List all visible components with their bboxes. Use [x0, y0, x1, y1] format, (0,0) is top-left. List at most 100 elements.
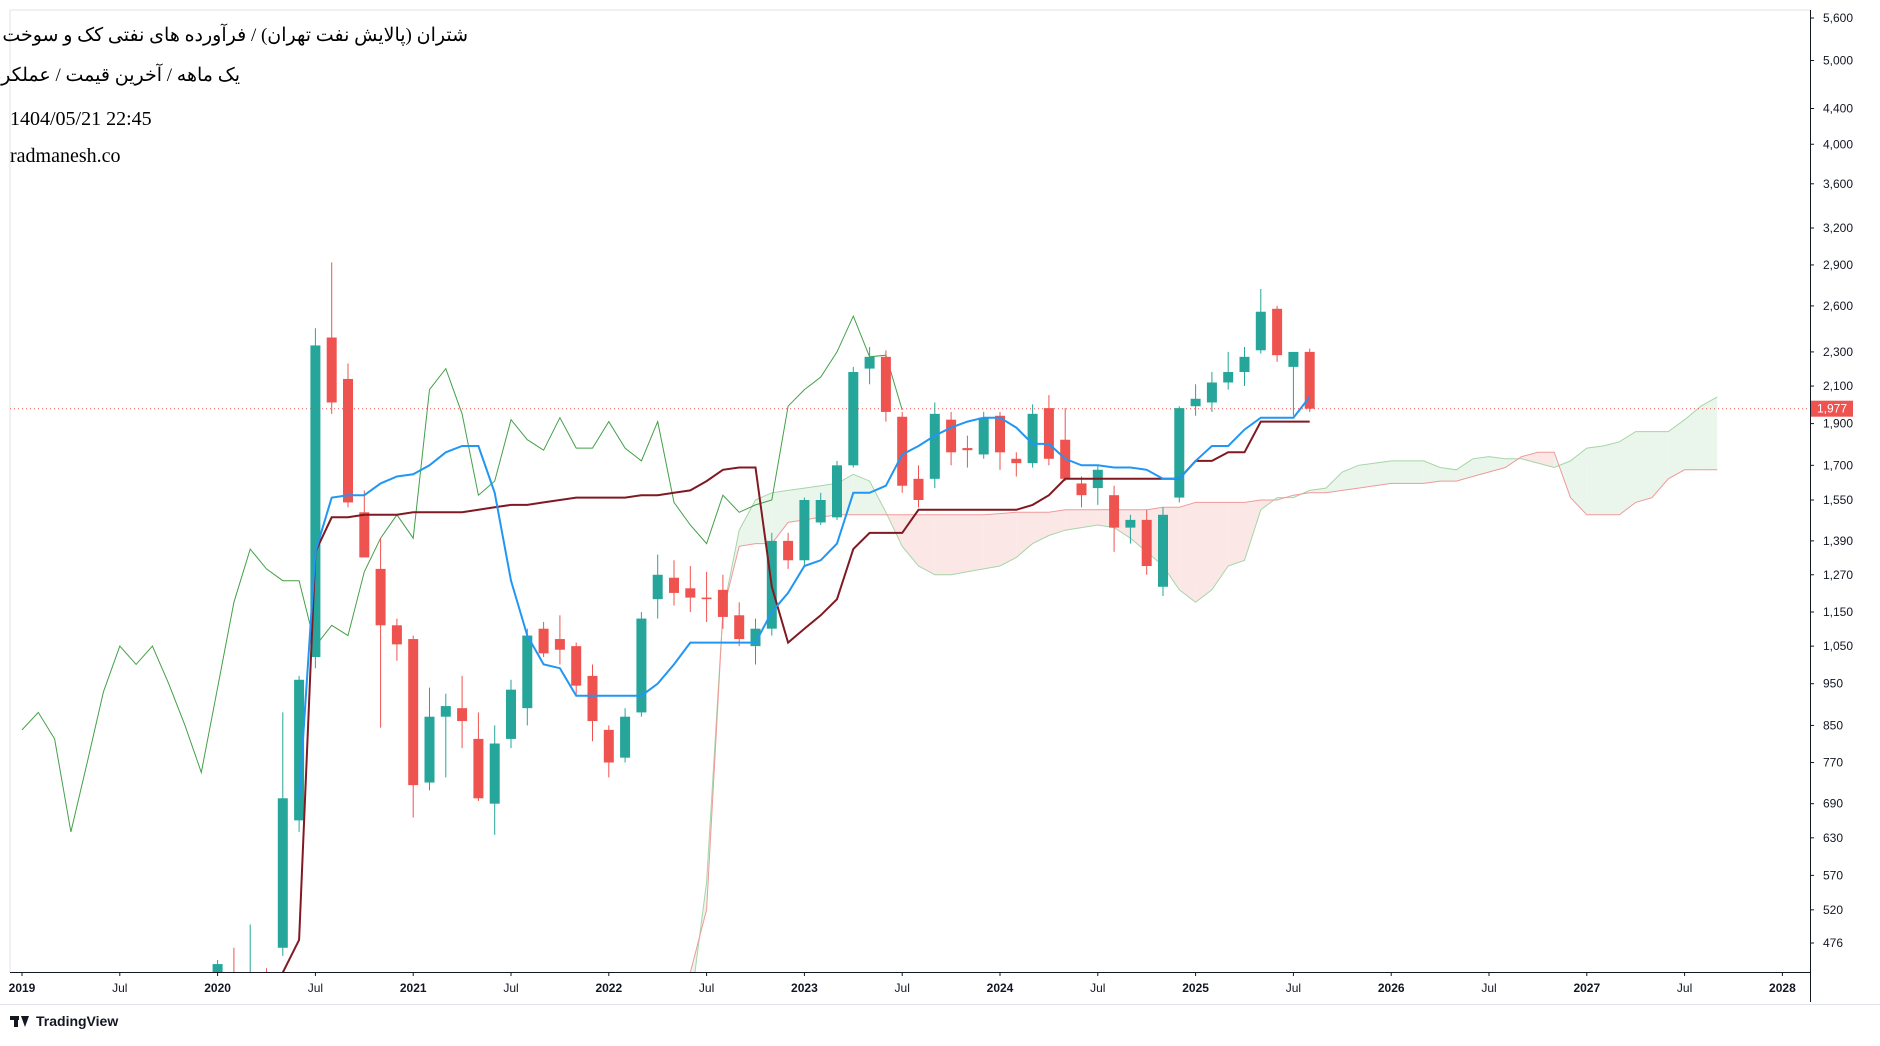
cloud-segment — [1472, 456, 1489, 477]
candle — [294, 675, 305, 832]
price-tick-label: 476 — [1823, 936, 1843, 950]
candle — [897, 411, 908, 493]
candle-body — [832, 465, 842, 518]
cloud-segment — [1211, 502, 1229, 590]
time-tick-label: 2019 — [9, 981, 36, 995]
cloud-segment — [1326, 472, 1343, 493]
candle — [212, 959, 223, 972]
senkou-span-a-line — [694, 396, 1718, 972]
time-tick-label: Jul — [1481, 981, 1496, 995]
chikou-span-line — [21, 314, 903, 833]
last-price-label: 1,977 — [1817, 402, 1847, 416]
candle — [424, 687, 435, 791]
candle-body — [946, 419, 957, 453]
time-tick-label: 2023 — [791, 981, 818, 995]
candle — [310, 328, 321, 669]
candle — [962, 435, 973, 468]
footer-divider — [0, 1004, 1880, 1005]
cloud-segment — [771, 490, 789, 544]
candle — [522, 628, 533, 726]
cloud-segment — [1032, 512, 1049, 544]
candle — [408, 635, 419, 818]
website-label: radmanesh.co — [10, 145, 121, 167]
time-tick-label: 2022 — [595, 981, 622, 995]
time-tick-label: 2028 — [1769, 981, 1796, 995]
cloud-segment — [1358, 463, 1375, 489]
candle-body — [913, 478, 924, 500]
cloud-segment — [1374, 460, 1392, 486]
candle-body — [343, 378, 353, 503]
price-tick-label: 2,100 — [1823, 379, 1853, 393]
cloud-segment — [1635, 431, 1652, 503]
candle-body — [1043, 408, 1054, 459]
candle-body — [929, 413, 940, 479]
candle-body — [1272, 308, 1283, 356]
time-tick-label: 2025 — [1182, 981, 1209, 995]
candle-body — [1206, 382, 1217, 403]
candle — [506, 679, 516, 749]
price-tick-label: 2,600 — [1823, 299, 1853, 313]
price-tick-label: 2,300 — [1823, 345, 1853, 359]
cloud-segment — [1440, 467, 1457, 482]
candle — [375, 538, 386, 728]
footer-brand[interactable]: TradingView — [10, 1013, 118, 1029]
candle — [929, 402, 940, 489]
price-tick-label: 4,400 — [1823, 101, 1853, 115]
candle-body — [440, 706, 451, 717]
cloud-segment — [1521, 452, 1538, 464]
candle-body — [880, 356, 891, 412]
candle — [1272, 305, 1283, 362]
cloud-segment — [1586, 445, 1604, 515]
cloud-segment — [1570, 448, 1587, 515]
candle — [848, 366, 859, 468]
price-tick-label: 1,390 — [1823, 534, 1853, 548]
candle-body — [815, 499, 826, 523]
candle — [1011, 452, 1022, 477]
time-tick-label: Jul — [1090, 981, 1105, 995]
price-tick-label: 1,270 — [1823, 568, 1853, 582]
cloud-segment — [1228, 502, 1245, 566]
candle — [946, 411, 957, 466]
kijun-sen-line — [281, 420, 1310, 972]
time-tick-label: Jul — [699, 981, 714, 995]
candle-body — [603, 729, 614, 763]
time-tick-label: 2024 — [987, 981, 1014, 995]
candle — [685, 565, 696, 613]
candle — [995, 411, 1005, 470]
cloud-segment — [1016, 512, 1033, 558]
cloud-segment — [1065, 509, 1082, 531]
candle-body — [277, 798, 288, 948]
cloud-segment — [1048, 509, 1066, 536]
candle — [587, 664, 598, 742]
candle — [554, 615, 565, 665]
candle — [832, 460, 842, 520]
chart-datetime: 1404/05/21 22:45 — [10, 108, 152, 130]
candle-body — [848, 372, 859, 466]
candle — [913, 465, 924, 508]
time-tick-label: Jul — [1677, 981, 1692, 995]
candle-body — [864, 356, 875, 369]
candle-body — [489, 743, 500, 804]
candle-body — [685, 588, 696, 598]
candle — [669, 560, 679, 606]
cloud-segment — [1684, 406, 1701, 470]
candle — [1206, 372, 1217, 412]
candle — [978, 411, 989, 459]
candle-body — [375, 568, 386, 626]
footer-brand-label: TradingView — [36, 1013, 119, 1029]
cloud-segment — [1081, 509, 1098, 528]
candle-body — [978, 417, 989, 455]
cloud-segment — [739, 499, 756, 547]
candle — [1092, 465, 1103, 505]
candle — [1304, 348, 1315, 412]
candle-body — [212, 964, 223, 972]
candle — [359, 490, 370, 558]
candle — [1125, 514, 1136, 544]
candle — [277, 712, 288, 956]
candle — [249, 924, 251, 972]
price-tick-label: 630 — [1823, 831, 1843, 845]
candle-body — [1304, 351, 1315, 409]
candle — [1109, 485, 1120, 552]
